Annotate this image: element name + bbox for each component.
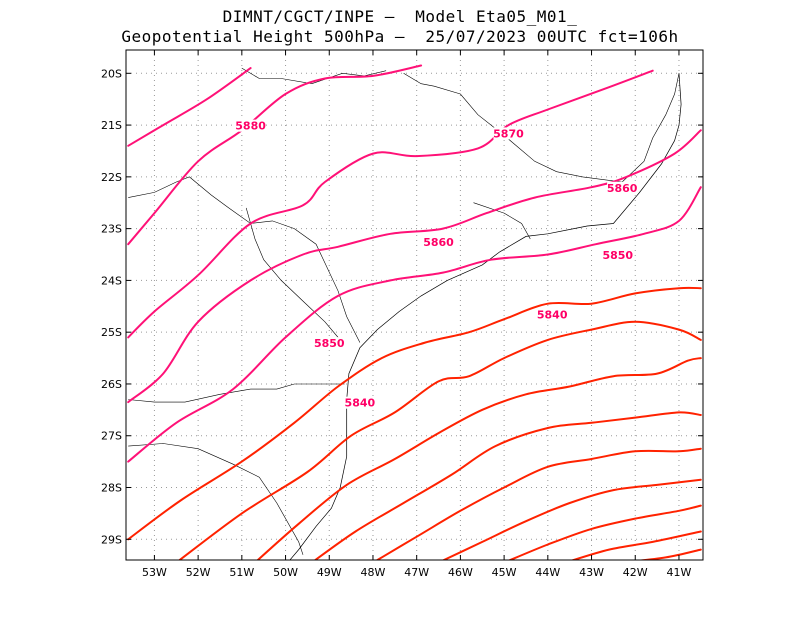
contour-label-background [344,396,375,409]
lon-tick-label: 46W [448,566,473,579]
lon-tick-label: 53W [142,566,167,579]
contour-label-background [235,119,266,132]
lon-tick-label: 48W [361,566,386,579]
map-title-line-1: DIMNT/CGCT/INPE – Model Eta05_M01_ [222,7,578,26]
lat-tick-label: 20S [101,67,122,80]
contour-label: 5840 [345,397,376,410]
lat-tick-label: 21S [101,119,122,132]
contour-layer [127,64,702,560]
contour-5760 [636,548,702,560]
lat-tick-label: 26S [101,378,122,391]
coastline-layer [128,67,682,560]
contour-5860 [127,129,702,404]
contour-label: 5860 [607,182,638,195]
lat-tick-label: 24S [101,274,122,287]
state-border [128,443,304,555]
contour-5820 [256,357,702,560]
state-border [473,202,531,240]
lon-tick-label: 49W [317,566,342,579]
lon-tick-label: 52W [186,566,211,579]
lat-tick-label: 27S [101,430,122,443]
contour-label-background [602,249,633,262]
contour-label-background [314,337,345,350]
lon-tick-label: 51W [229,566,254,579]
lat-tick-label: 28S [101,482,122,495]
contour-label: 5880 [235,120,266,133]
contour-label-layer: 5880 5870 5860 5860 5850 5840 5850 5840 [235,119,638,410]
map-frame [125,49,704,561]
axis-ticks: 20S 21S 22S 23S 24S 25S 26S 27S 28S 29S 53W 52W 51W… [101,50,703,579]
contour-5770 [570,530,702,560]
lat-tick-label: 23S [101,223,122,236]
contour-label-background [493,127,524,140]
latitude-axis: 20S 21S 22S 23S 24S 25S 26S 27S 28S 29S [101,67,703,546]
contour-label-background [537,308,568,321]
contour-5810 [313,411,702,560]
state-border [245,207,343,343]
contour-5840 [127,286,702,541]
state-border [128,383,345,403]
gridlines [126,50,703,560]
contour-5830 [178,320,702,560]
contour-5780 [507,504,702,560]
contour-5880 [127,67,252,147]
map-title-line-2: Geopotential Height 500hPa – 25/07/2023 … [121,27,679,46]
contour-label-background [607,181,638,194]
contour-5850 [127,186,702,463]
lat-tick-label: 25S [101,326,122,339]
longitude-axis: 53W 52W 51W 50W 49W 48W 47W 46W 45W 44W 43W 42W 41W [142,50,692,579]
state-border [403,73,680,183]
lon-tick-label: 44W [535,566,560,579]
lon-tick-label: 43W [579,566,604,579]
coastline [289,73,682,560]
contour-label-background [423,236,454,249]
contour-5790 [441,478,702,560]
lat-tick-label: 29S [101,533,122,546]
lon-tick-label: 45W [492,566,517,579]
contour-5800 [375,447,702,560]
contour-label: 5850 [314,337,345,350]
contour-label: 5850 [602,249,633,262]
contour-label: 5860 [423,236,454,249]
lon-tick-label: 47W [404,566,429,579]
contour-label: 5870 [493,127,524,140]
contour-5870 [127,69,654,339]
lon-tick-label: 41W [667,566,692,579]
lat-tick-label: 22S [101,171,122,184]
lon-tick-label: 42W [623,566,648,579]
contour-label: 5840 [537,309,568,322]
lon-tick-label: 50W [273,566,298,579]
contour-5880 [127,64,423,246]
